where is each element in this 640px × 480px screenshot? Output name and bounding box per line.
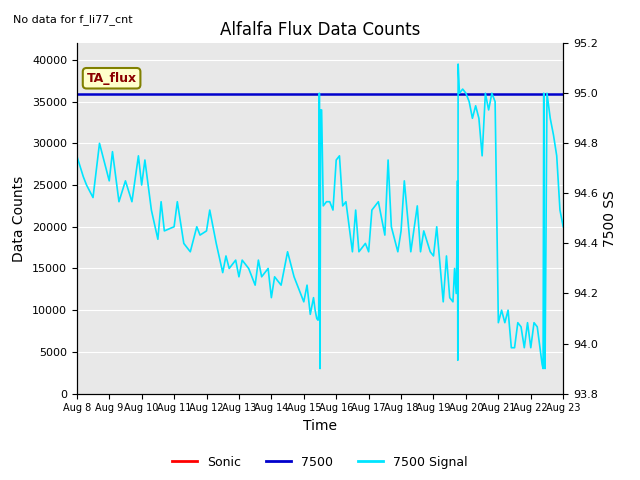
7500 Signal: [138, 182, 145, 188]
Y-axis label: Data Counts: Data Counts: [12, 175, 26, 262]
7500 Signal: [362, 240, 369, 246]
Y-axis label: 7500 SS: 7500 SS: [604, 190, 618, 247]
7500 Signal: [454, 61, 462, 67]
X-axis label: Time: Time: [303, 419, 337, 433]
7500: [106, 91, 113, 97]
7500 Signal: [559, 224, 567, 229]
Legend: Sonic, 7500, 7500 Signal: Sonic, 7500, 7500 Signal: [167, 451, 473, 474]
Text: No data for f_li77_cnt: No data for f_li77_cnt: [13, 14, 132, 25]
Text: TA_flux: TA_flux: [86, 72, 137, 85]
Line: 7500 Signal: 7500 Signal: [77, 64, 563, 369]
7500 Signal: [315, 312, 323, 317]
7500 Signal: [284, 249, 291, 255]
7500 Signal: [316, 366, 324, 372]
7500: [73, 91, 81, 97]
7500 Signal: [311, 307, 319, 313]
Title: Alfalfa Flux Data Counts: Alfalfa Flux Data Counts: [220, 21, 420, 39]
7500 Signal: [73, 153, 81, 159]
7500 Signal: [478, 153, 486, 159]
